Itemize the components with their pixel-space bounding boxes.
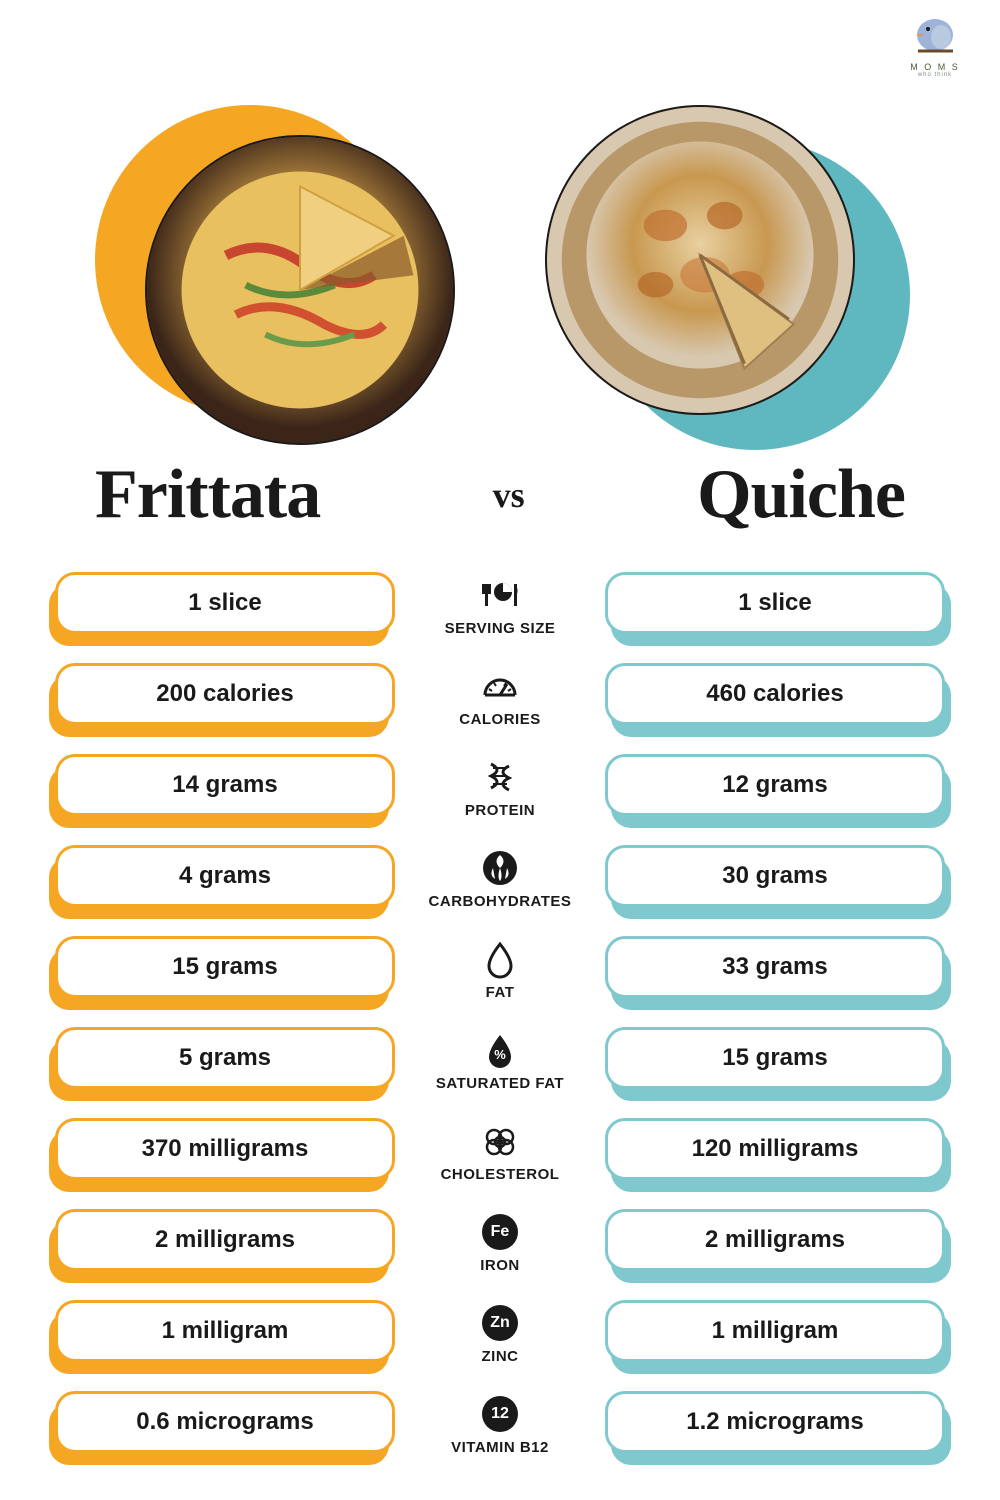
comparison-row: 1 milligram Zn ZINC 1 milligram [55,1288,945,1379]
svg-text:%: % [494,1047,506,1062]
metric-center: 12 VITAMIN B12 [410,1393,590,1456]
pill-right: 1 slice [605,572,945,640]
metric-label: SATURATED FAT [436,1075,564,1092]
pill-left: 14 grams [55,754,395,822]
carbs-icon [479,847,521,889]
metric-center: Fe IRON [410,1211,590,1274]
zinc-icon: Zn [479,1302,521,1344]
value-right: 120 milligrams [605,1118,945,1180]
calories-icon [479,665,521,707]
pill-right: 12 grams [605,754,945,822]
pill-left: 15 grams [55,936,395,1004]
metric-label: ZINC [482,1348,519,1365]
b12-icon: 12 [479,1393,521,1435]
brand-logo: M O M S who think [895,15,975,95]
pill-left: 5 grams [55,1027,395,1095]
metric-label: PROTEIN [465,802,535,819]
satfat-icon: % [479,1029,521,1071]
comparison-grid: 1 slice SERVING SIZE 1 slice 200 calorie… [0,560,1000,1470]
comparison-row: 370 milligrams CHOLESTEROL 120 milligram… [55,1106,945,1197]
metric-center: CHOLESTEROL [410,1120,590,1183]
metric-label: FAT [486,984,515,1001]
comparison-row: 14 grams PROTEIN 12 grams [55,742,945,833]
value-left: 15 grams [55,936,395,998]
value-left: 370 milligrams [55,1118,395,1180]
pill-left: 1 milligram [55,1300,395,1368]
comparison-row: 4 grams CARBOHYDRATES 30 grams [55,833,945,924]
value-left: 1 milligram [55,1300,395,1362]
frittata-image-wrap [105,105,455,445]
value-right: 12 grams [605,754,945,816]
comparison-row: 15 grams FAT 33 grams [55,924,945,1015]
metric-center: % SATURATED FAT [410,1029,590,1092]
frittata-photo [145,135,455,445]
metric-center: PROTEIN [410,756,590,819]
metric-label: VITAMIN B12 [451,1439,549,1456]
pill-right: 30 grams [605,845,945,913]
value-left: 2 milligrams [55,1209,395,1271]
serving-icon [479,574,521,616]
comparison-row: 1 slice SERVING SIZE 1 slice [55,560,945,651]
bird-icon [908,15,963,60]
value-right: 2 milligrams [605,1209,945,1271]
pill-left: 370 milligrams [55,1118,395,1186]
cholesterol-icon [479,1120,521,1162]
title-right: Quiche [697,455,905,535]
metric-center: CARBOHYDRATES [410,847,590,910]
metric-label: SERVING SIZE [445,620,556,637]
comparison-row: 0.6 micrograms 12 VITAMIN B12 1.2 microg… [55,1379,945,1470]
pill-right: 120 milligrams [605,1118,945,1186]
metric-label: CALORIES [459,711,541,728]
comparison-row: 200 calories CALORIES 460 calories [55,651,945,742]
value-left: 14 grams [55,754,395,816]
comparison-row: 2 milligrams Fe IRON 2 milligrams [55,1197,945,1288]
pill-right: 1 milligram [605,1300,945,1368]
metric-center: SERVING SIZE [410,574,590,637]
title-vs: vs [493,474,525,516]
comparison-row: 5 grams % SATURATED FAT 15 grams [55,1015,945,1106]
value-right: 1 slice [605,572,945,634]
value-right: 33 grams [605,936,945,998]
pill-left: 4 grams [55,845,395,913]
value-left: 1 slice [55,572,395,634]
value-left: 200 calories [55,663,395,725]
pill-right: 2 milligrams [605,1209,945,1277]
value-right: 30 grams [605,845,945,907]
value-right: 15 grams [605,1027,945,1089]
iron-icon: Fe [479,1211,521,1253]
protein-icon [479,756,521,798]
value-left: 4 grams [55,845,395,907]
pill-right: 33 grams [605,936,945,1004]
pill-right: 1.2 micrograms [605,1391,945,1459]
value-right: 1.2 micrograms [605,1391,945,1453]
value-left: 5 grams [55,1027,395,1089]
pill-right: 460 calories [605,663,945,731]
title-left: Frittata [95,455,320,535]
value-left: 0.6 micrograms [55,1391,395,1453]
pill-right: 15 grams [605,1027,945,1095]
metric-center: CALORIES [410,665,590,728]
metric-center: Zn ZINC [410,1302,590,1365]
metric-label: CARBOHYDRATES [429,893,572,910]
titles-row: Frittata vs Quiche [0,455,1000,535]
quiche-image-wrap [545,105,895,445]
fat-icon [479,938,521,980]
metric-label: IRON [480,1257,520,1274]
pill-left: 2 milligrams [55,1209,395,1277]
value-right: 460 calories [605,663,945,725]
pill-left: 200 calories [55,663,395,731]
quiche-photo [545,105,855,415]
dish-images [0,105,1000,445]
metric-label: CHOLESTEROL [441,1166,560,1183]
value-right: 1 milligram [605,1300,945,1362]
pill-left: 0.6 micrograms [55,1391,395,1459]
logo-text-main: M O M S [910,62,960,72]
metric-center: FAT [410,938,590,1001]
pill-left: 1 slice [55,572,395,640]
logo-text-sub: who think [918,72,952,78]
